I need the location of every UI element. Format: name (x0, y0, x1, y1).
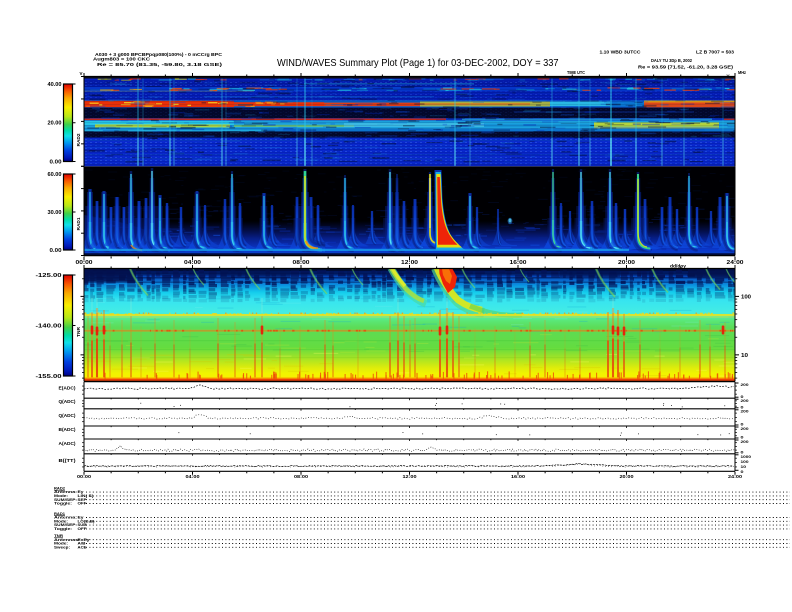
svg-text:RAD1: RAD1 (76, 217, 81, 231)
svg-text:SUM/SEP:: SUM/SEP: (54, 498, 77, 502)
svg-text:RAD2: RAD2 (76, 133, 81, 147)
svg-text:B((TT): B((TT) (59, 458, 77, 463)
svg-text:08:00: 08:00 (294, 474, 309, 479)
svg-text:200: 200 (741, 382, 750, 387)
svg-text:100: 100 (741, 459, 750, 464)
svg-text:20:00: 20:00 (618, 260, 635, 266)
svg-text:Toggle:: Toggle: (54, 502, 72, 506)
svg-text:04:00: 04:00 (186, 474, 201, 479)
svg-text:A/B: A/B (78, 542, 86, 546)
svg-text:Ey: Ey (78, 516, 85, 520)
svg-text:DALY TU 3Dp B, 2002: DALY TU 3Dp B, 2002 (651, 58, 693, 63)
svg-text:200: 200 (741, 398, 750, 403)
svg-text:0: 0 (741, 394, 745, 399)
svg-text:40.00: 40.00 (48, 82, 62, 88)
svg-text:10: 10 (741, 353, 748, 359)
svg-text:0: 0 (741, 449, 745, 454)
svg-text:RAD1: RAD1 (54, 512, 65, 516)
svg-text:12:00: 12:00 (403, 474, 418, 479)
svg-text:16:00: 16:00 (510, 260, 527, 266)
svg-text:20.00: 20.00 (48, 121, 62, 127)
svg-text:04:00: 04:00 (184, 260, 201, 266)
svg-text:TNR: TNR (76, 327, 81, 337)
svg-text:0: 0 (741, 422, 745, 427)
svg-text:Ey: Ey (78, 490, 85, 494)
svg-text:Antenna:: Antenna: (54, 516, 77, 520)
svg-text:WIND/WAVES Summary Plot (Page: WIND/WAVES Summary Plot (Page 1) for 03-… (277, 58, 559, 69)
svg-text:LZ B 7007 = 503: LZ B 7007 = 503 (696, 50, 735, 55)
svg-text:60.00: 60.00 (48, 172, 62, 178)
svg-text:0.00: 0.00 (50, 159, 62, 165)
svg-text:A030 + 3 g000 BPCBPpqp080|100%: A030 + 3 g000 BPCBPpqp080|100%) - 0 mCCr… (95, 52, 223, 57)
svg-text:Re = 85.70 (81.35, -59.80, 3: Re = 85.70 (81.35, -59.80, 3.18 GSE) (97, 62, 223, 68)
svg-text:20:00: 20:00 (620, 474, 635, 479)
svg-text:Sweep:: Sweep: (54, 545, 70, 549)
svg-text:0: 0 (741, 435, 745, 440)
svg-text:200: 200 (741, 409, 750, 414)
svg-text:1.10 WBD 3UTCC: 1.10 WBD 3UTCC (600, 50, 642, 55)
svg-text:30.00: 30.00 (48, 210, 62, 216)
svg-text:A(ADC): A(ADC) (59, 441, 77, 446)
svg-text:Q(ADC): Q(ADC) (59, 413, 77, 418)
svg-text:-155.00: -155.00 (36, 374, 62, 380)
svg-text:00:00: 00:00 (76, 260, 93, 266)
svg-text:10: 10 (741, 464, 747, 469)
svg-text:Mode:: Mode: (54, 542, 68, 546)
svg-text:B(ADC): B(ADC) (59, 427, 77, 432)
svg-text:Q(ADC): Q(ADC) (59, 399, 77, 404)
svg-text:Mode:: Mode: (54, 519, 68, 523)
svg-text:Augm803 = 100 CKC: Augm803 = 100 CKC (93, 57, 151, 62)
svg-text:12:00: 12:00 (401, 260, 418, 266)
svg-text:-140.00: -140.00 (36, 323, 62, 329)
svg-text:Antennas:: Antennas: (54, 538, 80, 542)
svg-text:LIN( S): LIN( S) (78, 494, 95, 498)
svg-text:OFF: OFF (78, 527, 88, 531)
svg-text:Re = 93.59 (71.52, -61.20, 3: Re = 93.59 (71.52, -61.20, 3.28 GSE) (638, 65, 733, 71)
svg-text:Toggle:: Toggle: (54, 527, 72, 531)
svg-text:100: 100 (741, 294, 751, 300)
svg-text:dd/doy: dd/doy (670, 264, 687, 269)
svg-text:OFF: OFF (78, 502, 88, 506)
svg-text:ACE: ACE (78, 545, 88, 549)
svg-text:RAD2: RAD2 (54, 486, 65, 490)
svg-text:SEP: SEP (78, 498, 88, 502)
svg-text:Mode:: Mode: (54, 494, 68, 498)
svg-text:Antenna:: Antenna: (54, 490, 77, 494)
svg-text:200: 200 (741, 426, 750, 431)
svg-text:24:00: 24:00 (727, 260, 744, 266)
svg-text:ExEy: ExEy (78, 538, 91, 542)
svg-text:200: 200 (741, 439, 750, 444)
svg-text:08:00: 08:00 (293, 260, 310, 266)
svg-text:MHz: MHz (738, 70, 747, 75)
svg-text:0.00: 0.00 (50, 248, 62, 254)
svg-text:-125.00: -125.00 (36, 273, 62, 279)
svg-text:00:00: 00:00 (77, 474, 92, 479)
svg-text:TIME UTC: TIME UTC (567, 70, 586, 75)
svg-text:0: 0 (741, 404, 745, 409)
svg-text:SUM/SEP:: SUM/SEP: (54, 523, 77, 527)
svg-text:1000: 1000 (741, 454, 752, 459)
svg-text:E(ADC): E(ADC) (59, 386, 77, 391)
svg-text:0: 0 (741, 469, 745, 474)
svg-text:TNR: TNR (54, 534, 63, 538)
svg-text:16:00: 16:00 (511, 474, 526, 479)
svg-text:24:00: 24:00 (728, 474, 743, 479)
svg-text:SUM: SUM (78, 523, 87, 527)
svg-text:V: V (726, 74, 729, 79)
svg-text:V: V (79, 71, 82, 76)
